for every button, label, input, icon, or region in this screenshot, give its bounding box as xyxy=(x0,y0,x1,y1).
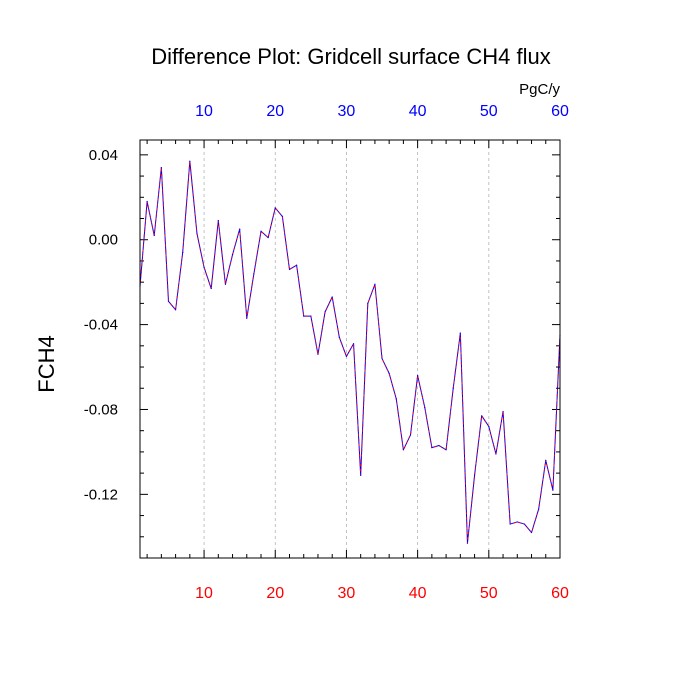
data-point xyxy=(224,283,227,285)
data-point xyxy=(352,343,355,345)
data-point xyxy=(402,449,404,451)
data-point xyxy=(310,315,312,317)
data-point xyxy=(317,353,319,355)
data-point xyxy=(488,425,490,428)
grid-lines xyxy=(203,140,490,558)
data-point xyxy=(417,374,419,377)
y-tick-label: -0.12 xyxy=(84,486,118,503)
data-point xyxy=(381,357,383,360)
data-point xyxy=(239,228,241,230)
data-point xyxy=(182,251,184,254)
data-point xyxy=(452,387,454,389)
y-tick-label: -0.04 xyxy=(84,317,118,334)
x-tick-label-bottom: 20 xyxy=(266,585,284,602)
data-point xyxy=(217,220,219,222)
x-tick-label-bottom: 50 xyxy=(480,585,498,602)
data-point xyxy=(174,309,177,311)
data-point xyxy=(296,264,298,266)
data-point xyxy=(196,232,198,234)
major-ticks xyxy=(140,140,561,558)
data-point xyxy=(445,449,447,451)
data-point xyxy=(153,234,155,237)
x-tick-label-top: 40 xyxy=(409,103,427,120)
data-point xyxy=(473,474,476,476)
x-tick-label-top: 10 xyxy=(195,103,213,120)
units-label: PgC/y xyxy=(519,81,560,98)
data-point xyxy=(338,336,340,338)
data-point xyxy=(189,160,191,162)
data-point xyxy=(509,523,511,525)
data-point xyxy=(516,521,518,523)
data-point xyxy=(281,215,283,217)
x-tick-label-top: 30 xyxy=(338,103,356,120)
x-tick-label-top: 20 xyxy=(266,103,284,120)
data-point xyxy=(146,200,148,203)
data-point xyxy=(167,300,170,302)
data-point xyxy=(431,447,433,449)
data-point xyxy=(360,474,362,476)
data-point xyxy=(367,302,369,304)
data-point xyxy=(160,166,162,169)
data-point xyxy=(331,296,333,298)
x-tick-label-top: 50 xyxy=(480,103,498,120)
data-point xyxy=(303,315,305,317)
x-tick-label-top: 60 xyxy=(551,103,569,120)
data-point xyxy=(409,434,412,436)
series-layer xyxy=(139,160,561,544)
chart-title: Difference Plot: Gridcell surface CH4 fl… xyxy=(151,44,550,69)
y-tick-label: -0.08 xyxy=(84,401,118,418)
data-point xyxy=(495,453,497,455)
data-point xyxy=(438,444,440,447)
data-point xyxy=(210,287,212,290)
data-point xyxy=(345,355,348,358)
x-tick-label-bottom: 60 xyxy=(551,585,569,602)
data-point xyxy=(374,283,376,285)
data-point xyxy=(231,253,234,256)
data-point xyxy=(395,398,397,400)
x-tick-label-bottom: 40 xyxy=(409,585,427,602)
data-point xyxy=(545,459,547,461)
data-point xyxy=(424,406,426,408)
data-point xyxy=(530,531,533,534)
y-tick-label: 0.00 xyxy=(89,232,118,249)
data-point xyxy=(388,372,390,375)
data-point xyxy=(502,410,504,413)
data-point xyxy=(267,237,269,239)
data-point xyxy=(288,268,291,271)
data-point xyxy=(260,230,262,232)
x-tick-label-bottom: 30 xyxy=(338,585,356,602)
plot-frame xyxy=(139,139,561,559)
data-point xyxy=(523,523,526,525)
data-point xyxy=(274,207,276,209)
x-tick-label-bottom: 10 xyxy=(195,585,213,602)
data-point xyxy=(466,542,469,544)
data-point xyxy=(324,311,326,313)
y-axis-label: FCH4 xyxy=(34,335,59,392)
data-point xyxy=(246,317,248,319)
data-point xyxy=(538,508,540,510)
data-point xyxy=(481,415,483,417)
minor-ticks xyxy=(140,140,560,559)
tick-labels: 10 10 20 20 30 30 40 40 50 50 60 60 0.04 0.00 -0.04 -0.… xyxy=(84,103,569,602)
y-tick-label: 0.04 xyxy=(89,147,118,164)
series-dash-0 xyxy=(139,160,561,544)
data-point xyxy=(552,489,554,491)
data-point xyxy=(203,266,205,268)
data-point xyxy=(459,332,461,334)
data-point xyxy=(253,273,255,275)
